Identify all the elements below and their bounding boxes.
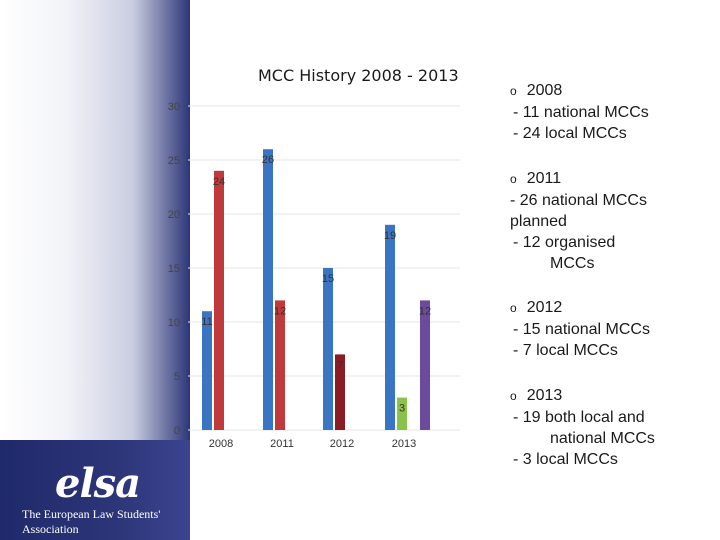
data-label: 7 [337,359,343,371]
bar-2008 [214,170,224,431]
bar-2012 [335,354,345,430]
x-category-label: 2008 [209,438,233,450]
bullet-marker: o [510,84,517,98]
note-heading: 2013 [526,387,563,404]
data-label: 12 [419,305,431,317]
data-label: 15 [322,273,334,285]
data-label: 3 [399,403,405,415]
data-label: 12 [274,305,286,317]
bar-2013 [385,224,395,430]
bar-2011 [263,149,273,430]
note-2011: o 2011 - 26 national MCCs planned - 12 o… [510,168,715,274]
note-line: - 3 local MCCs [513,451,618,468]
note-line: national MCCs [550,430,655,447]
note-2013: o 2013 - 19 both local and national MCCs… [510,385,715,470]
data-label: 19 [384,230,396,242]
y-tick-label: 5 [174,371,180,383]
y-axis-ticks: 0 5 10 15 20 25 30 [168,101,180,437]
note-2012: o 2012 - 15 national MCCs - 7 local MCCs [510,297,715,361]
y-tick-label: 20 [168,209,180,221]
sidebar-background: elsa The European Law Students' Associat… [0,0,190,540]
y-tick-label: 15 [168,263,180,275]
x-category-label: 2012 [330,438,354,450]
bar-2011 [275,300,285,430]
note-line: - 12 organised [513,234,616,251]
elsa-logo: elsa [55,460,141,507]
x-category-label: 2011 [270,438,294,450]
bullet-marker: o [510,301,517,315]
chart-title: MCC History 2008 - 2013 [258,66,459,85]
note-2008: o 2008 - 11 national MCCs - 24 local MCC… [510,80,715,144]
bar-2012 [323,268,333,430]
sidebar-band [0,440,190,540]
data-label: 11 [201,316,212,328]
x-category-label: 2013 [392,438,416,450]
y-tick-label: 30 [168,101,180,113]
y-tick-label: 10 [168,317,180,329]
bar-2013 [397,397,407,430]
chart-bars [202,149,430,431]
note-line: - 19 both local and [513,409,645,426]
note-line: - 15 national MCCs [513,321,650,338]
y-tick-label: 25 [168,155,180,167]
note-line: MCCs [550,255,595,272]
data-labels: 11 24 26 12 15 7 19 3 12 [201,154,431,414]
bullet-marker: o [510,172,517,186]
note-line: - 7 local MCCs [513,342,618,359]
note-heading: 2011 [526,170,562,187]
data-label: 26 [262,154,274,166]
note-line: planned [510,213,567,230]
note-heading: 2008 [526,82,563,99]
bar-2008 [202,311,212,430]
bar-2013 [420,300,430,430]
data-label: 24 [213,176,225,188]
x-axis-categories: 2008 2011 2012 2013 [209,438,416,450]
note-heading: 2012 [526,299,563,316]
y-tick-label: 0 [174,425,180,437]
note-line: - 11 national MCCs [513,104,649,121]
bullet-marker: o [510,389,517,403]
note-line: - 24 local MCCs [513,125,627,142]
note-line: - 26 national MCCs [510,192,647,209]
logo-caption: The European Law Students' Association [22,507,161,536]
